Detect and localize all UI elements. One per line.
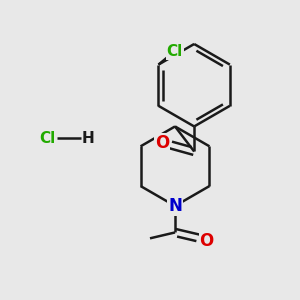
Text: N: N xyxy=(168,197,182,215)
Text: Cl: Cl xyxy=(39,131,55,146)
Text: H: H xyxy=(82,131,94,146)
Text: O: O xyxy=(155,134,169,152)
Text: O: O xyxy=(200,232,214,250)
Text: Cl: Cl xyxy=(167,44,183,59)
